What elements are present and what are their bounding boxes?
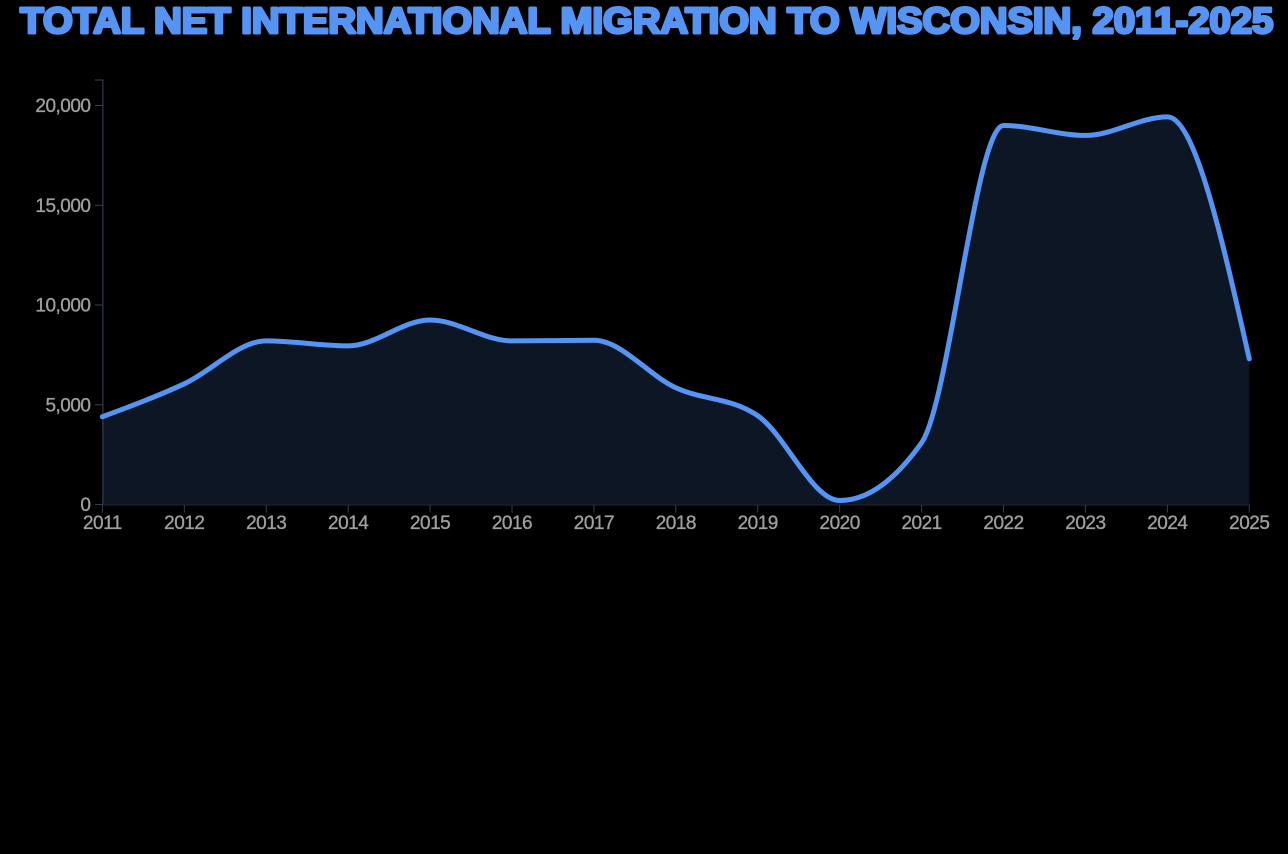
svg-text:2025: 2025 bbox=[1229, 513, 1269, 534]
svg-text:10,000: 10,000 bbox=[35, 296, 90, 317]
svg-text:2018: 2018 bbox=[656, 513, 696, 534]
svg-text:2015: 2015 bbox=[410, 513, 450, 534]
svg-text:2012: 2012 bbox=[164, 513, 204, 534]
svg-text:0: 0 bbox=[80, 495, 90, 516]
svg-text:TOTAL NET INTERNATIONAL MIGRAT: TOTAL NET INTERNATIONAL MIGRATION TO WIS… bbox=[20, 0, 1273, 41]
svg-text:2016: 2016 bbox=[492, 513, 532, 534]
svg-text:2022: 2022 bbox=[983, 513, 1023, 534]
svg-text:5,000: 5,000 bbox=[45, 395, 90, 416]
svg-text:2013: 2013 bbox=[246, 513, 286, 534]
svg-text:20,000: 20,000 bbox=[35, 96, 90, 117]
svg-text:2021: 2021 bbox=[901, 513, 941, 534]
svg-text:15,000: 15,000 bbox=[35, 196, 90, 217]
svg-text:2011: 2011 bbox=[83, 513, 122, 534]
svg-text:2020: 2020 bbox=[820, 513, 860, 534]
svg-text:2024: 2024 bbox=[1147, 513, 1188, 534]
svg-text:2019: 2019 bbox=[738, 513, 778, 534]
svg-text:2014: 2014 bbox=[328, 513, 369, 534]
svg-text:2023: 2023 bbox=[1065, 513, 1105, 534]
svg-text:2017: 2017 bbox=[574, 513, 614, 534]
